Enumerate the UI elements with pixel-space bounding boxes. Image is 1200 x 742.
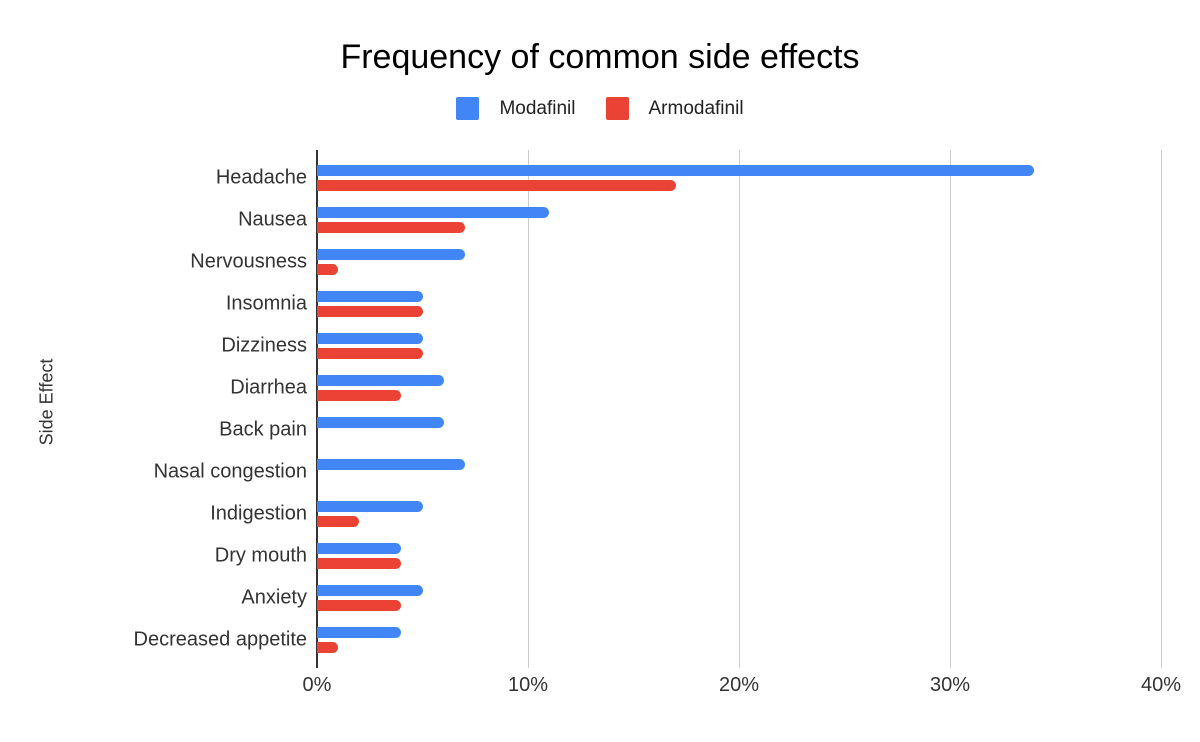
bar-row-indigestion: Indigestion [210,486,1161,528]
bar-modafinil-decreased-appetite [317,627,402,638]
gridline-20 [739,150,740,668]
bar-armodafinil-headache [317,180,676,191]
legend-swatch-modafinil [456,97,480,120]
bar-armodafinil-dizziness [317,348,423,359]
category-label-nervousness: Nervousness [190,250,307,273]
bar-modafinil-dizziness [317,333,423,344]
bar-row-headache: Headache [216,150,1161,192]
gridline-30 [950,150,951,668]
legend-swatch-armodafinil [605,97,629,120]
x-tick-label-40: 40% [1140,674,1182,696]
bar-armodafinil-nausea [317,222,465,233]
y-axis-title: Side Effect [36,358,57,446]
bar-modafinil-insomnia [317,291,423,302]
gridline-40 [1161,150,1162,668]
legend-item-modafinil: Modafinil [456,97,576,120]
category-label-nasal-congestion: Nasal congestion [153,460,307,483]
category-label-headache: Headache [215,166,307,189]
bar-modafinil-back-pain [317,417,444,428]
legend: Modafinil Armodafinil [0,97,1200,120]
bar-armodafinil-dry-mouth [317,558,402,569]
category-label-dizziness: Dizziness [221,334,307,357]
bar-modafinil-nausea [317,207,550,218]
bar-row-insomnia: Insomnia [226,276,1161,318]
bar-modafinil-headache [317,165,1035,176]
bar-row-nausea: Nausea [238,192,1161,234]
category-label-anxiety: Anxiety [241,586,307,609]
bar-armodafinil-indigestion [317,516,360,527]
category-label-nausea: Nausea [238,208,307,231]
x-tick-label-0: 0% [302,674,332,696]
bar-armodafinil-anxiety [317,600,402,611]
bar-row-decreased-appetite: Decreased appetite [134,612,1161,654]
y-axis-line [316,150,318,668]
category-label-indigestion: Indigestion [210,502,307,525]
legend-label-modafinil: Modafinil [499,97,576,119]
bar-armodafinil-insomnia [317,306,423,317]
legend-label-armodafinil: Armodafinil [648,97,744,119]
bar-row-diarrhea: Diarrhea [230,360,1161,402]
bar-row-nasal-congestion: Nasal congestion [154,444,1161,486]
bar-row-nervousness: Nervousness [190,234,1161,276]
x-tick-label-30: 30% [929,674,971,696]
bar-modafinil-dry-mouth [317,543,402,554]
bar-armodafinil-diarrhea [317,390,402,401]
bar-row-anxiety: Anxiety [241,570,1161,612]
bar-modafinil-nasal-congestion [317,459,465,470]
category-label-insomnia: Insomnia [225,292,307,315]
bar-armodafinil-decreased-appetite [317,642,339,653]
bar-modafinil-indigestion [317,501,423,512]
bar-modafinil-anxiety [317,585,423,596]
x-tick-label-20: 20% [718,674,760,696]
x-tick-label-10: 10% [507,674,549,696]
bar-row-dry-mouth: Dry mouth [215,528,1161,570]
plot-area: 0% 10% 20% 30% 40% Headache Nausea Nervousness I… [134,150,1181,696]
bar-modafinil-nervousness [317,249,465,260]
bar-row-back-pain: Back pain [219,402,1161,444]
category-label-dry-mouth: Dry mouth [214,544,307,567]
bar-armodafinil-nervousness [317,264,339,275]
chart-title: Frequency of common side effects [340,38,860,76]
legend-item-armodafinil: Armodafinil [605,97,744,120]
gridline-10 [528,150,529,668]
category-label-decreased-appetite: Decreased appetite [133,628,307,651]
bar-modafinil-diarrhea [317,375,444,386]
category-label-diarrhea: Diarrhea [230,376,307,399]
bar-row-dizziness: Dizziness [221,318,1161,360]
category-label-back-pain: Back pain [219,418,307,441]
